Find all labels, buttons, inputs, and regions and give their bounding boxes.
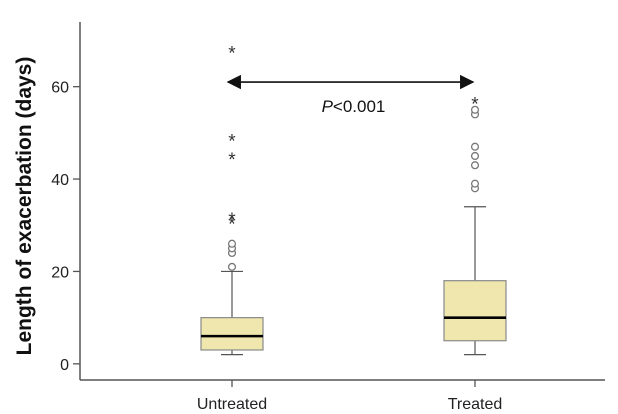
extreme-point: * (228, 215, 236, 236)
box-treated: * (443, 95, 507, 356)
outlier-point (470, 151, 480, 161)
p-value-prefix: P (322, 97, 334, 116)
extreme-point: * (228, 210, 236, 231)
extreme-point: * (228, 150, 236, 171)
y-tick-label: 20 (51, 264, 69, 281)
y-tick-label: 60 (51, 80, 69, 97)
significance-annotation: P<0.001 (226, 74, 475, 116)
plot-frame (79, 22, 605, 381)
iqr-box (443, 280, 507, 342)
iqr-box (200, 317, 264, 351)
extreme-point: * (471, 95, 479, 116)
outlier-point (470, 161, 480, 170)
x-tick-label: Treated (448, 396, 503, 413)
p-value-label: P<0.001 (322, 97, 386, 116)
outlier-point (227, 262, 237, 271)
y-ticks: 0 20 40 60 (51, 80, 80, 374)
extreme-point: * (228, 44, 236, 65)
y-tick-label: 0 (60, 357, 69, 374)
outlier-point (470, 179, 480, 188)
outlier-point (227, 239, 237, 248)
y-axis-label: Length of exacerbation (days) (13, 57, 36, 356)
x-tick-label: Untreated (197, 396, 267, 413)
y-tick-label: 40 (51, 172, 69, 189)
outlier-point (470, 105, 480, 114)
x-ticks: Untreated Treated (197, 380, 502, 413)
p-value-text: <0.001 (333, 97, 385, 116)
boxes: ****** (200, 44, 507, 356)
outlier-point (470, 142, 480, 151)
extreme-point: * (228, 131, 236, 152)
box-untreated: ***** (200, 44, 264, 356)
